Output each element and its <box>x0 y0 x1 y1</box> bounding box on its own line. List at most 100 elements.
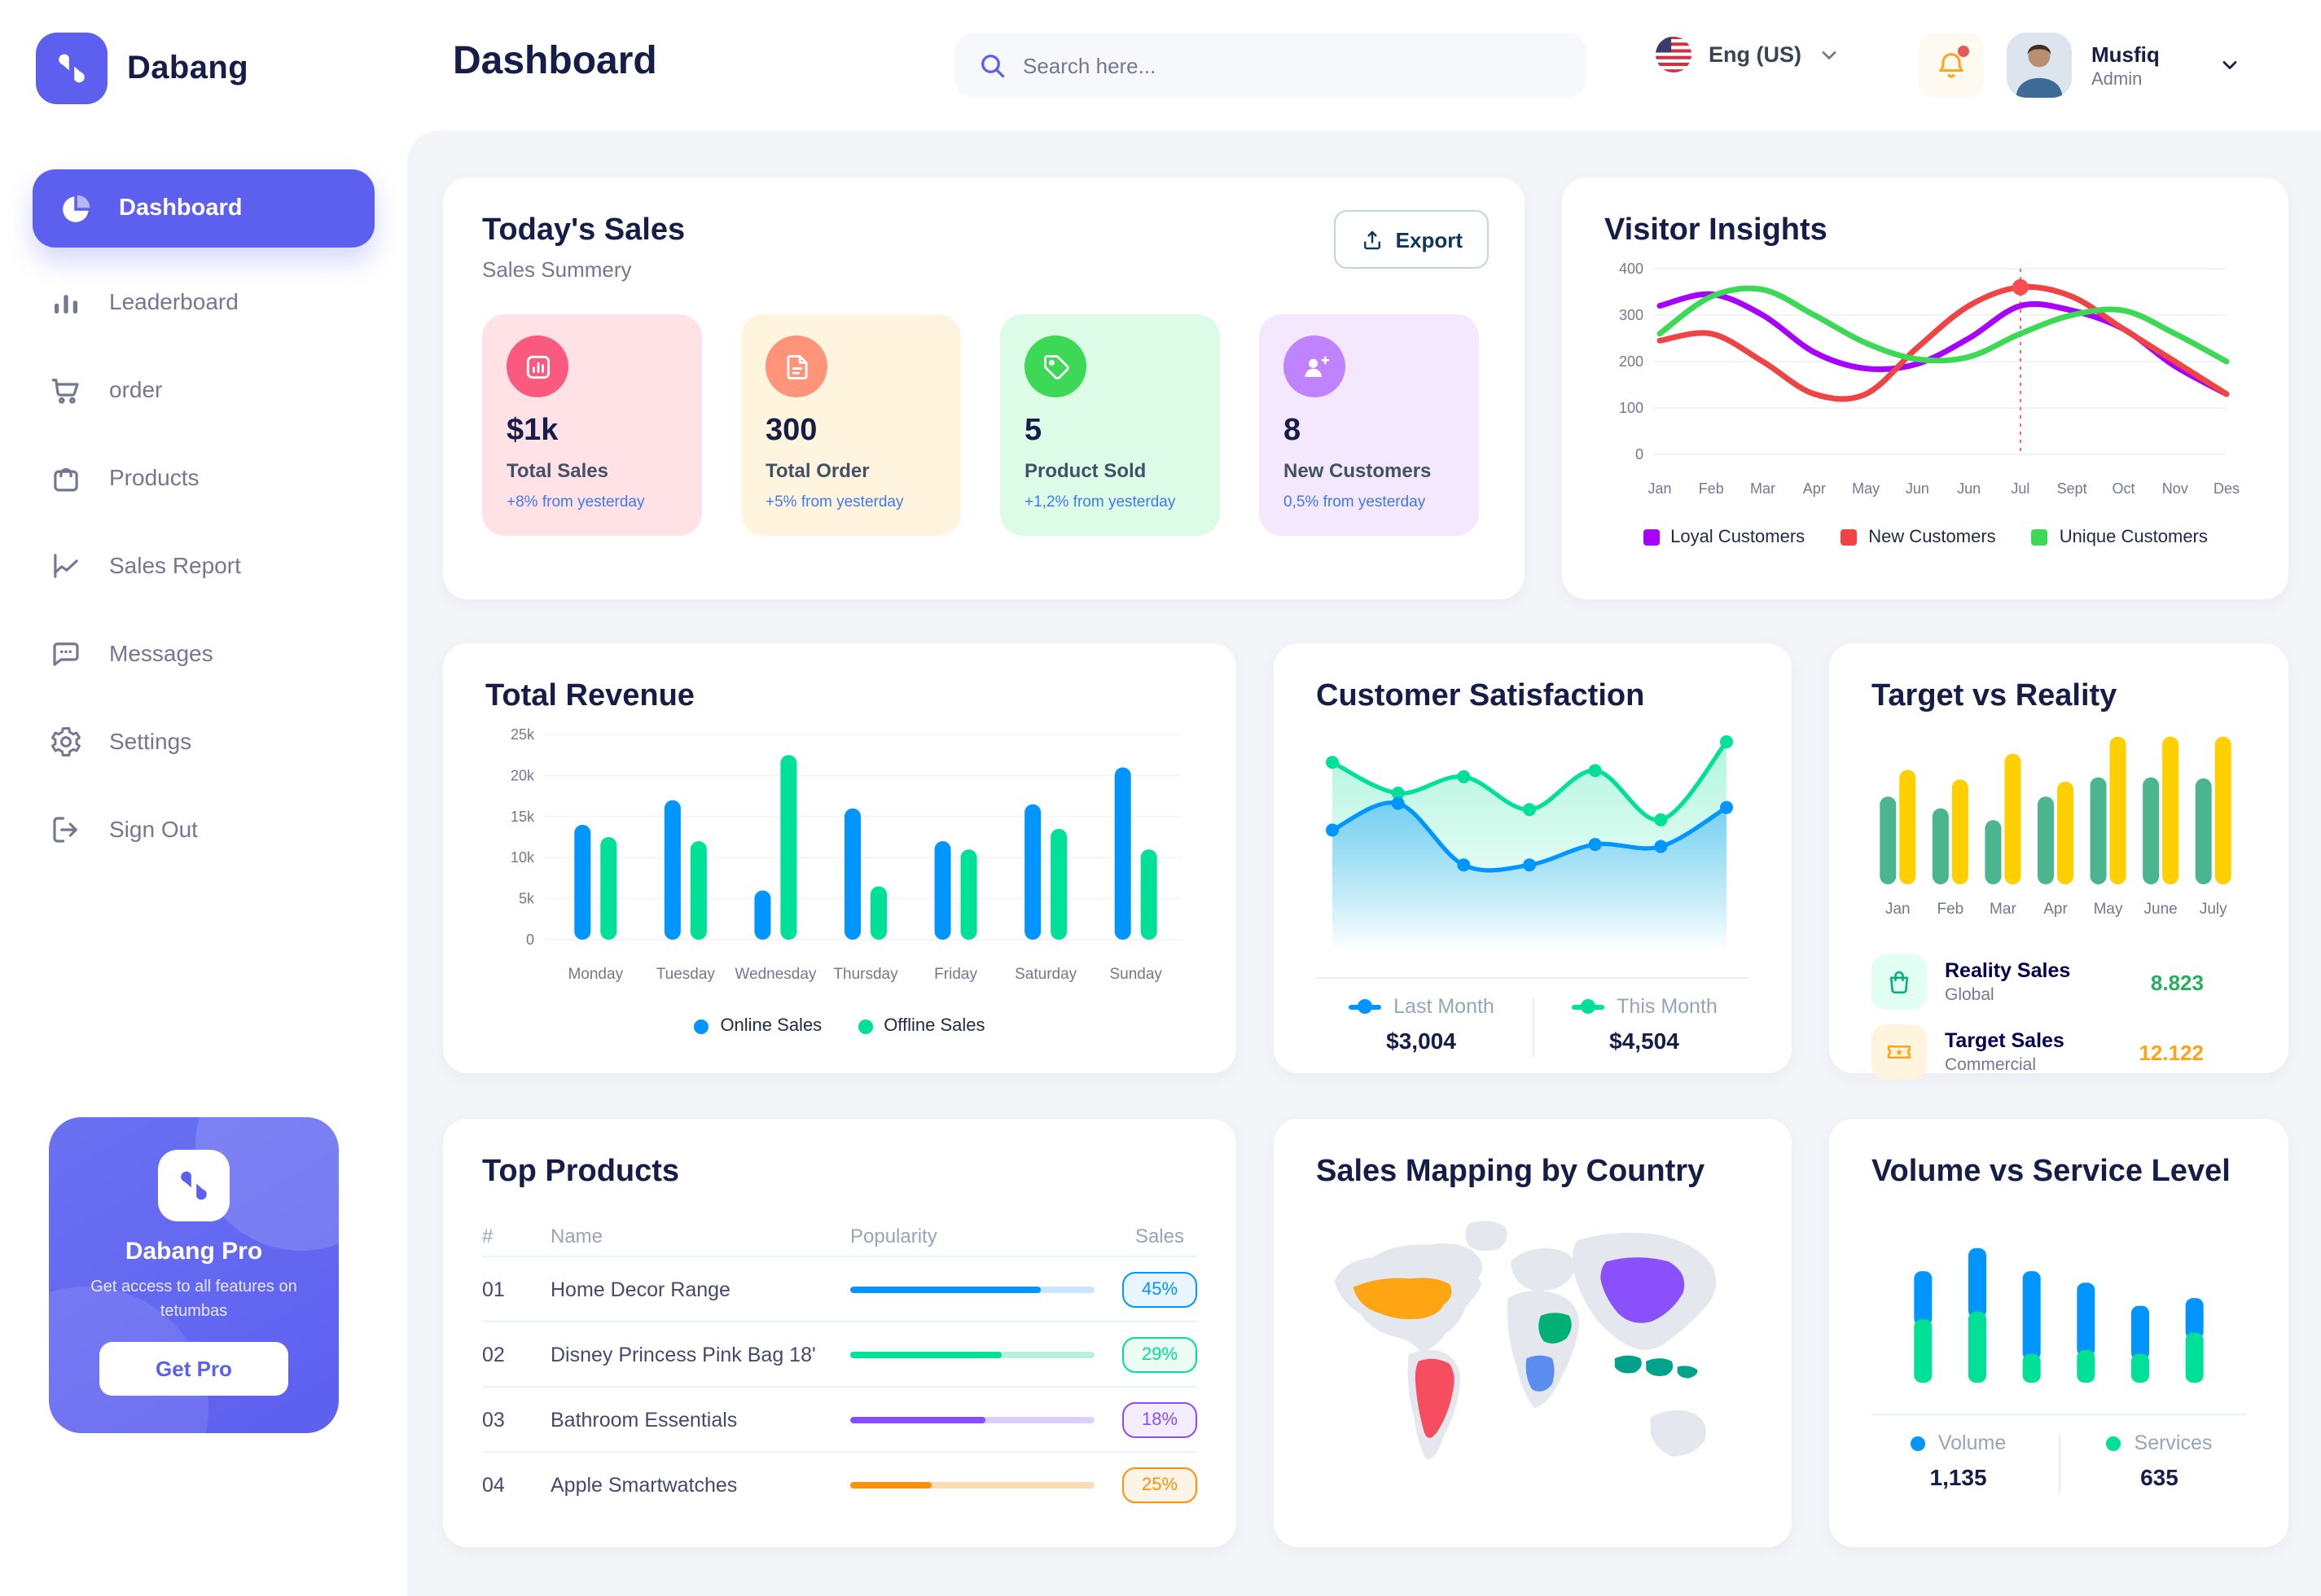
sidebar-item-messages[interactable]: Messages <box>0 609 407 697</box>
world-map <box>1316 1207 1749 1508</box>
legend-swatch <box>1841 529 1858 546</box>
svg-text:Wednesday: Wednesday <box>735 966 816 983</box>
bar-chart-icon <box>507 335 568 397</box>
export-button[interactable]: Export <box>1333 210 1489 269</box>
sidebar: Dabang Dashboard Leaderboard order Produ… <box>0 0 407 1596</box>
divider <box>1316 977 1749 979</box>
language-selector[interactable]: Eng (US) <box>1655 36 1841 73</box>
card-title: Target vs Reality <box>1871 679 2117 713</box>
sidebar-item-dashboard[interactable]: Dashboard <box>33 169 375 248</box>
line-chart-icon <box>49 548 83 582</box>
svg-text:10k: 10k <box>511 849 535 866</box>
customer-satisfaction-card: Customer Satisfaction Last Month $3,004 … <box>1274 643 1792 1073</box>
legend-value: 12.122 <box>2139 1040 2204 1064</box>
legend-value: $3,004 <box>1386 1028 1456 1054</box>
sidebar-item-settings[interactable]: Settings <box>0 697 407 785</box>
stat-card-total-order: 300 Total Order +5% from yesterday <box>741 314 961 536</box>
legend-item-reality-sales: Reality Sales Global 8.823 <box>1871 954 2246 1010</box>
svg-text:Saturday: Saturday <box>1015 966 1077 983</box>
stat-delta: +1,2% from yesterday <box>1024 493 1176 511</box>
stat-value: 8 <box>1283 414 1301 448</box>
brand-name: Dabang <box>127 50 249 86</box>
table-row: 04 Apple Smartwatches 25% <box>482 1451 1197 1516</box>
brand-logo-icon <box>36 33 107 104</box>
sidebar-item-sales-report[interactable]: Sales Report <box>0 521 407 609</box>
legend-item: Services 635 <box>2073 1432 2246 1490</box>
svg-text:400: 400 <box>1619 261 1643 277</box>
legend-dot <box>2106 1436 2121 1450</box>
user-menu[interactable]: Musfiq Admin <box>2007 33 2241 98</box>
ticket-icon <box>1871 1024 1927 1080</box>
svg-text:Sept: Sept <box>2057 480 2087 497</box>
sales-badge: 45% <box>1122 1271 1197 1307</box>
svg-text:0: 0 <box>526 932 534 948</box>
volume-vs-service-legend: Volume 1,135 Services 635 <box>1871 1432 2246 1493</box>
user-plus-icon <box>1283 335 1345 397</box>
product-name: Apple Smartwatches <box>551 1473 738 1496</box>
product-name: Home Decor Range <box>551 1278 731 1300</box>
legend-value: 635 <box>2140 1464 2178 1490</box>
legend-dot <box>858 1019 873 1033</box>
sales-badge: 25% <box>1122 1467 1197 1502</box>
svg-text:Oct: Oct <box>2112 480 2135 497</box>
stat-delta: +8% from yesterday <box>507 493 645 511</box>
svg-text:May: May <box>2094 901 2123 918</box>
main-content: Today's Sales Sales Summery Export $1k T… <box>407 130 2321 1596</box>
card-title: Volume vs Service Level <box>1871 1155 2231 1189</box>
get-pro-button[interactable]: Get Pro <box>99 1342 288 1396</box>
legend-item-target-sales: Target Sales Commercial 12.122 <box>1871 1024 2246 1080</box>
card-title: Sales Mapping by Country <box>1316 1155 1705 1189</box>
popularity-bar <box>850 1351 1095 1357</box>
svg-text:Des: Des <box>2214 480 2240 497</box>
svg-text:Jun: Jun <box>1906 480 1929 497</box>
svg-text:Nov: Nov <box>2162 480 2188 497</box>
stat-delta: +5% from yesterday <box>766 493 904 511</box>
sidebar-item-sign-out[interactable]: Sign Out <box>0 785 407 873</box>
legend-dot <box>1910 1436 1925 1450</box>
stat-value: $1k <box>507 414 559 448</box>
language-label: Eng (US) <box>1709 42 1801 67</box>
todays-sales-card: Today's Sales Sales Summery Export $1k T… <box>443 178 1525 599</box>
svg-text:June: June <box>2144 901 2178 918</box>
product-rank: 04 <box>482 1473 505 1496</box>
svg-text:300: 300 <box>1619 307 1643 323</box>
chevron-down-icon <box>1822 50 1836 59</box>
svg-text:15k: 15k <box>511 809 535 825</box>
customer-satisfaction-legend: Last Month $3,004 This Month $4,504 <box>1316 995 1749 1057</box>
visitor-insights-legend: Loyal Customers New Customers Unique Cus… <box>1604 528 2246 547</box>
stat-label: Total Order <box>766 459 870 482</box>
sidebar-item-leaderboard[interactable]: Leaderboard <box>0 257 407 345</box>
svg-text:Sunday: Sunday <box>1109 966 1162 983</box>
sales-mapping-card: Sales Mapping by Country <box>1274 1119 1792 1547</box>
chevron-down-icon <box>2222 61 2237 69</box>
table-row: 01 Home Decor Range 45% <box>482 1256 1197 1321</box>
stat-delta: 0,5% from yesterday <box>1283 493 1426 511</box>
bell-icon <box>1939 53 1963 78</box>
volume-vs-service-card: Volume vs Service Level Volume 1,135 Ser… <box>1829 1119 2288 1547</box>
legend-value: $4,504 <box>1609 1028 1679 1054</box>
legend-item: Unique Customers <box>2031 528 2208 547</box>
pro-logo-icon <box>158 1150 230 1221</box>
svg-text:Jun: Jun <box>1957 480 1981 497</box>
legend-item: This Month $4,504 <box>1547 995 1742 1054</box>
search-input[interactable] <box>1023 53 1586 77</box>
sidebar-item-order[interactable]: order <box>0 345 407 433</box>
sidebar-item-products[interactable]: Products <box>0 433 407 521</box>
svg-text:Feb: Feb <box>1699 480 1724 497</box>
page-title: Dashboard <box>453 39 657 83</box>
legend-marker <box>1348 999 1381 1014</box>
message-icon <box>49 636 83 670</box>
notifications-button[interactable] <box>1919 33 1984 98</box>
svg-text:May: May <box>1852 480 1880 497</box>
legend-item: Last Month $3,004 <box>1323 995 1519 1054</box>
target-vs-reality-chart: Jan Feb Mar Apr May June July <box>1871 715 2246 938</box>
country-brazil <box>1415 1358 1454 1438</box>
svg-text:Mar: Mar <box>1750 480 1775 497</box>
export-icon <box>1363 230 1380 249</box>
product-rank: 02 <box>482 1343 505 1366</box>
card-title: Customer Satisfaction <box>1316 679 1645 713</box>
svg-text:20k: 20k <box>511 767 535 783</box>
target-vs-reality-card: Target vs Reality Jan Feb Mar Apr May June Jul… <box>1829 643 2288 1080</box>
svg-text:200: 200 <box>1619 353 1643 370</box>
